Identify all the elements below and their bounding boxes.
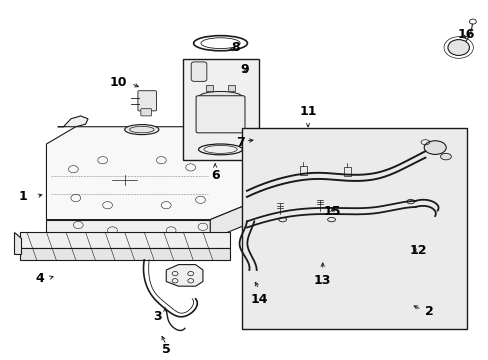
Ellipse shape — [198, 91, 242, 103]
Polygon shape — [356, 248, 410, 272]
Text: 9: 9 — [240, 63, 249, 76]
Polygon shape — [20, 248, 229, 260]
Text: 14: 14 — [250, 293, 267, 306]
Polygon shape — [210, 202, 254, 239]
Text: 10: 10 — [109, 76, 127, 89]
Text: 16: 16 — [457, 28, 474, 41]
Text: 12: 12 — [408, 244, 426, 257]
Text: 1: 1 — [18, 190, 27, 203]
Text: 6: 6 — [210, 169, 219, 182]
Bar — [343, 167, 350, 176]
FancyBboxPatch shape — [138, 91, 156, 111]
FancyBboxPatch shape — [196, 96, 244, 133]
Text: 2: 2 — [425, 305, 433, 318]
Polygon shape — [46, 220, 210, 239]
Text: 11: 11 — [299, 105, 316, 118]
Bar — [227, 85, 234, 91]
Polygon shape — [46, 127, 254, 220]
Text: 3: 3 — [152, 310, 161, 323]
FancyBboxPatch shape — [191, 62, 206, 81]
Polygon shape — [14, 232, 21, 254]
Text: 4: 4 — [35, 273, 44, 285]
Ellipse shape — [440, 153, 450, 160]
Bar — [242, 128, 466, 329]
Bar — [206, 85, 213, 91]
Text: 8: 8 — [230, 41, 239, 54]
Text: 13: 13 — [313, 274, 331, 287]
Text: 7: 7 — [235, 136, 244, 149]
FancyBboxPatch shape — [141, 109, 151, 116]
Circle shape — [447, 40, 468, 55]
Bar — [299, 166, 306, 175]
Bar — [183, 59, 259, 160]
Text: 15: 15 — [323, 205, 341, 218]
Ellipse shape — [124, 125, 159, 135]
Polygon shape — [58, 116, 88, 127]
Polygon shape — [166, 265, 203, 286]
Text: 5: 5 — [162, 343, 170, 356]
Ellipse shape — [424, 141, 446, 154]
Polygon shape — [20, 232, 229, 248]
